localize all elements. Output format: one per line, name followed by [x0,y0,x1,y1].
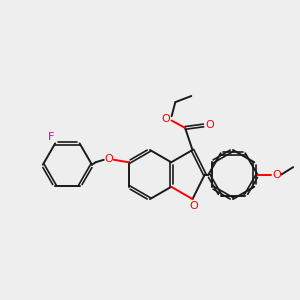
Text: O: O [272,169,281,179]
Text: O: O [162,114,171,124]
Text: O: O [104,154,113,164]
Text: O: O [205,121,214,130]
Text: F: F [47,132,54,142]
Text: O: O [189,201,198,211]
